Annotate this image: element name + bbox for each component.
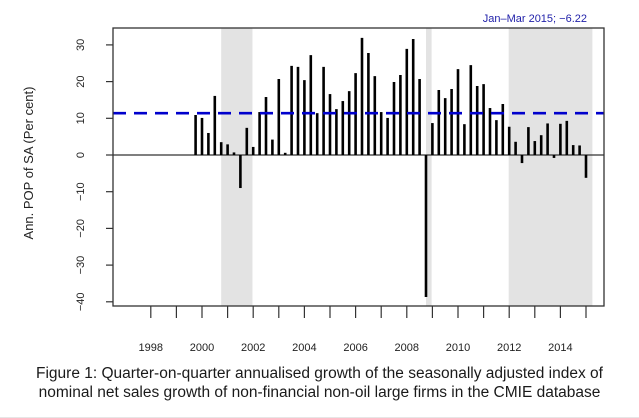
x-tick-label: 2008 bbox=[395, 342, 419, 354]
plot-frame bbox=[112, 27, 605, 307]
y-axis: −40 −30 −20 −10 0 10 20 30 bbox=[75, 39, 113, 311]
x-tick-label: 2000 bbox=[190, 342, 214, 354]
last-value-annotation: Jan–Mar 2015; −6.22 bbox=[483, 13, 587, 25]
y-tick-label: −30 bbox=[75, 256, 87, 275]
shaded-periods bbox=[221, 28, 593, 306]
bars bbox=[194, 37, 588, 298]
shaded-period bbox=[508, 28, 593, 306]
y-tick-label: −40 bbox=[75, 292, 87, 311]
y-tick-label: −20 bbox=[75, 219, 87, 238]
x-tick-label: 2004 bbox=[292, 342, 316, 354]
caption-line-1: Figure 1: Quarter-on-quarter annualised … bbox=[36, 365, 603, 382]
shaded-period bbox=[221, 28, 253, 306]
y-tick-label: 20 bbox=[75, 75, 87, 87]
chart: −40 −30 −20 −10 0 10 20 30 1998 2000 2002 2004 2006… bbox=[21, 13, 605, 354]
x-tick-label: 2010 bbox=[446, 342, 470, 354]
y-tick-label: −10 bbox=[75, 182, 87, 201]
caption-line-2: nominal net sales growth of non-financia… bbox=[38, 384, 601, 401]
shaded-period bbox=[426, 28, 432, 306]
x-axis: 1998 2000 2002 2004 2006 2008 2010 2012 2014 bbox=[139, 306, 587, 354]
figure-caption: Figure 1: Quarter-on-quarter annualised … bbox=[0, 364, 639, 402]
y-axis-label: Ann. POP of SA (Per cent) bbox=[21, 87, 36, 240]
x-tick-label: 2002 bbox=[241, 342, 265, 354]
x-tick-label: 1998 bbox=[139, 342, 163, 354]
x-tick-label: 2012 bbox=[497, 342, 521, 354]
y-tick-label: 30 bbox=[75, 39, 87, 51]
y-tick-label: 10 bbox=[75, 112, 87, 124]
x-tick-label: 2014 bbox=[548, 342, 572, 354]
y-tick-label: 0 bbox=[75, 152, 87, 158]
x-tick-label: 2006 bbox=[343, 342, 367, 354]
